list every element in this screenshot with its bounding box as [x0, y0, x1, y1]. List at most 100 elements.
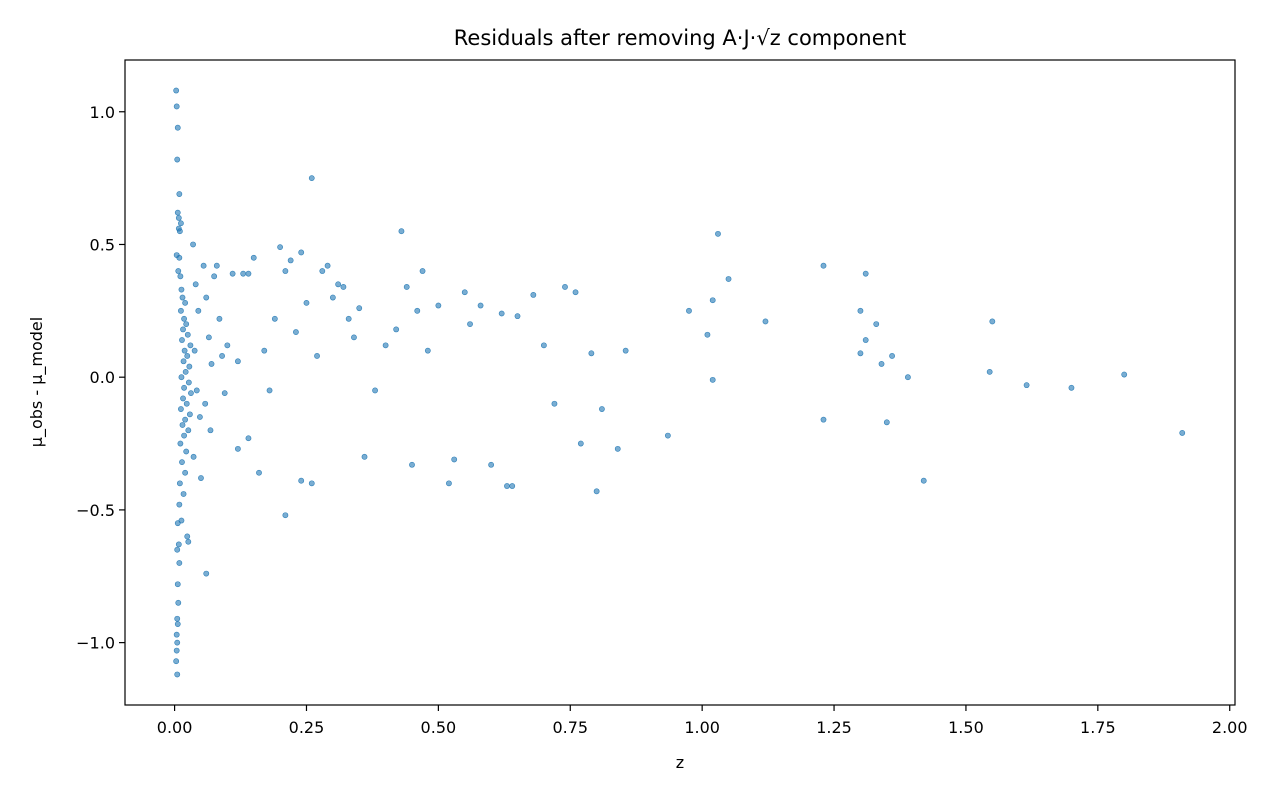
data-point	[191, 347, 198, 354]
data-point	[250, 254, 257, 261]
data-point	[298, 249, 305, 256]
data-point	[184, 331, 191, 338]
data-point	[551, 400, 558, 407]
data-point	[173, 103, 180, 110]
data-point	[664, 432, 671, 439]
data-point	[178, 307, 184, 314]
data-point	[179, 422, 186, 428]
data-point	[356, 305, 363, 312]
data-point	[174, 639, 181, 646]
data-point	[989, 318, 996, 325]
data-point	[920, 477, 927, 484]
data-point	[175, 268, 182, 274]
data-point	[340, 284, 347, 290]
data-point	[174, 209, 181, 216]
data-point	[213, 262, 220, 269]
x-tick-label: 0.75	[552, 718, 588, 737]
data-point	[820, 262, 827, 269]
x-tick-label: 1.75	[1080, 718, 1116, 737]
data-point	[183, 321, 190, 327]
y-tick-label: −0.5	[76, 501, 115, 520]
data-point	[182, 299, 189, 306]
data-point	[181, 432, 187, 439]
data-point	[398, 228, 405, 235]
data-point	[329, 294, 336, 301]
data-point	[173, 658, 180, 665]
data-point	[184, 533, 191, 540]
x-tick-label: 1.25	[816, 718, 852, 737]
x-tick-label: 1.00	[684, 718, 720, 737]
data-point	[175, 215, 182, 221]
data-point	[308, 480, 315, 487]
data-point	[599, 406, 605, 412]
data-point	[622, 347, 629, 354]
data-point	[175, 541, 182, 548]
data-point	[174, 156, 181, 163]
data-point	[419, 268, 426, 274]
data-point	[234, 445, 241, 452]
data-point	[361, 453, 368, 460]
data-point	[467, 321, 473, 327]
plot-frame	[124, 59, 1236, 706]
data-point	[192, 281, 199, 288]
data-point	[180, 395, 186, 402]
data-point	[178, 374, 185, 381]
data-point	[245, 270, 252, 277]
data-point	[193, 387, 200, 394]
data-point	[282, 268, 289, 274]
points-layer	[173, 87, 1186, 678]
data-point	[572, 289, 579, 296]
data-point	[174, 124, 181, 131]
data-point	[179, 459, 185, 466]
data-point	[176, 501, 183, 508]
data-point	[183, 448, 190, 455]
data-point	[709, 297, 716, 304]
data-point	[185, 427, 192, 434]
data-point	[477, 302, 484, 309]
data-point	[174, 621, 181, 627]
data-point	[351, 334, 357, 341]
data-point	[234, 358, 241, 365]
data-point	[211, 273, 218, 280]
data-point	[186, 363, 193, 370]
y-tick-label: 1.0	[90, 103, 115, 122]
data-point	[190, 453, 197, 460]
data-point	[186, 411, 193, 418]
data-point	[187, 342, 194, 349]
data-point	[173, 631, 180, 638]
data-point	[185, 379, 192, 386]
data-point	[409, 461, 415, 468]
data-point	[504, 483, 510, 489]
data-point	[382, 342, 389, 349]
data-point	[878, 361, 885, 367]
data-point	[245, 435, 252, 442]
data-point	[319, 268, 326, 274]
chart-title: Residuals after removing A·J·√z componen…	[454, 26, 906, 50]
data-point	[200, 262, 207, 269]
data-point	[179, 337, 185, 343]
data-point	[686, 307, 692, 314]
y-tick-label: 0.0	[90, 368, 115, 387]
data-point	[240, 270, 247, 277]
data-point	[883, 419, 890, 426]
data-point	[174, 671, 181, 678]
data-point	[293, 329, 299, 335]
data-point	[271, 315, 278, 322]
data-point	[393, 326, 400, 333]
y-tick-label: 0.5	[90, 235, 115, 254]
data-point	[207, 427, 214, 434]
y-axis-label: μ_obs - μ_model	[27, 317, 47, 447]
data-point	[182, 469, 189, 476]
data-point	[593, 488, 600, 495]
data-point	[1179, 430, 1186, 436]
data-point	[229, 270, 236, 277]
data-point	[178, 406, 184, 412]
data-point	[308, 175, 315, 182]
data-point	[266, 387, 273, 394]
data-point	[173, 647, 180, 654]
data-point	[345, 315, 352, 322]
data-point	[435, 302, 442, 309]
data-point	[195, 307, 202, 314]
data-point	[335, 281, 342, 288]
